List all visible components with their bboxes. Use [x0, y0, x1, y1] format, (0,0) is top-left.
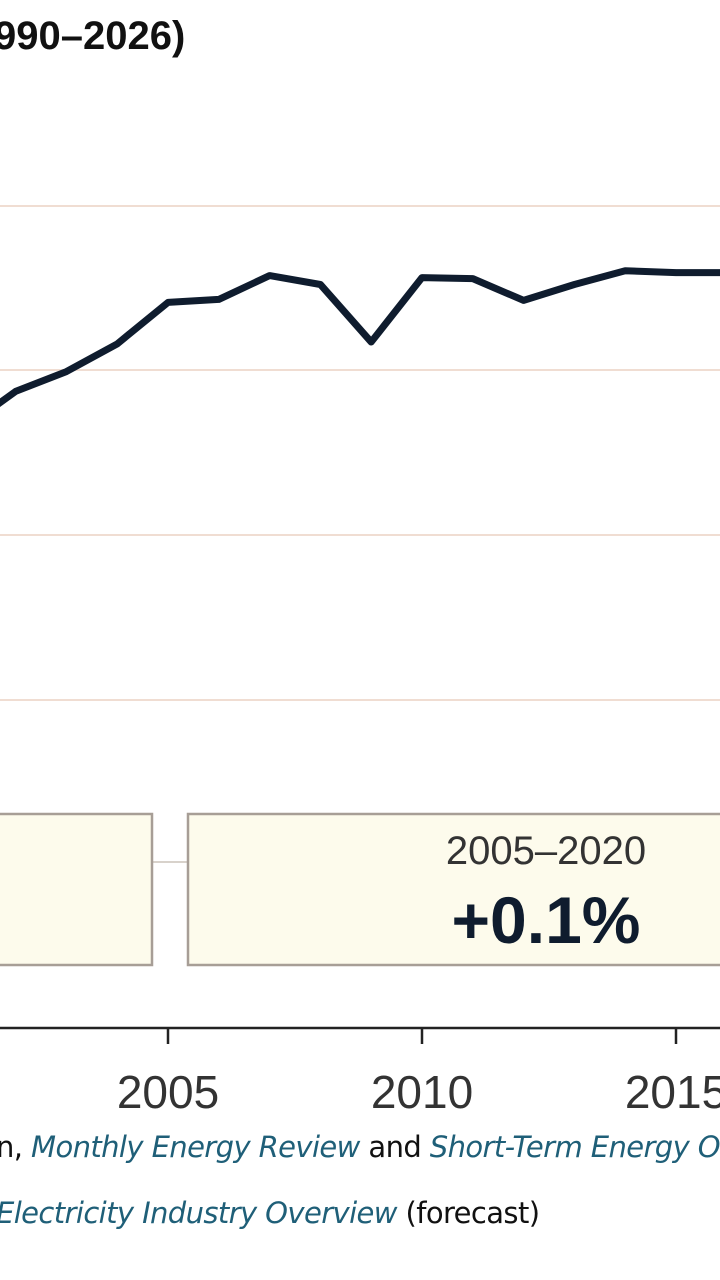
x-tick-label-2010: 2010	[371, 1066, 473, 1118]
annotation-box-2	[186, 812, 720, 967]
gridlines	[0, 205, 720, 701]
source-link-electricity-industry-overview[interactable]: Electricity Industry Overview	[0, 1196, 398, 1230]
source-note-line-2: Electricity Industry Overview (forecast)	[0, 1196, 720, 1230]
annotation-boxes: 2005–2020 +0.1%	[0, 812, 720, 967]
chart-title: 990–2026)	[0, 14, 186, 58]
annotation-growth-value: +0.1%	[452, 883, 641, 957]
source-note-line-1: n, Monthly Energy Review and Short-Term …	[0, 1130, 720, 1164]
source-suffix: (forecast)	[396, 1196, 541, 1230]
source-prefix: n,	[0, 1130, 23, 1164]
annotation-period-label: 2005–2020	[446, 829, 646, 873]
source-link-monthly-energy-review[interactable]: Monthly Energy Review	[31, 1130, 360, 1164]
series-line-1	[0, 267, 720, 407]
x-tick-label-2005: 2005	[117, 1066, 219, 1118]
series-layer	[0, 267, 720, 407]
x-axis: 2005 2010 2015	[0, 1026, 720, 1118]
x-tick-label-2015: 2015	[625, 1066, 720, 1118]
annotation-box-1	[0, 812, 154, 967]
source-and: and	[359, 1130, 430, 1164]
source-link-short-term-energy[interactable]: Short-Term Energy O	[429, 1130, 720, 1164]
